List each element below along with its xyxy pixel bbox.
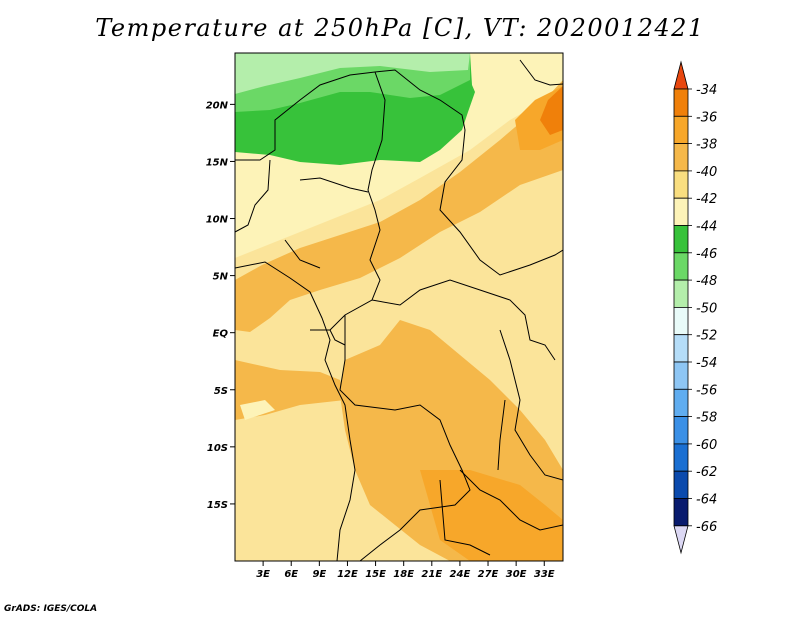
colorbar: -34 -36 -38 -40 -42 -44 -46 -48 -50 -52 -54 -56 -58 -… (673, 60, 717, 555)
field-dark-orange-ne (540, 86, 563, 135)
colorbar-swatch (673, 252, 689, 281)
field-orange-south-deep (420, 470, 563, 561)
border-red-sea (519, 59, 563, 86)
lat-tick-label: EQ (213, 329, 229, 340)
country-borders (235, 59, 563, 561)
latitude-axis: 20N 15N 10N 5N EQ 5S 10S 15S (206, 100, 235, 511)
colorbar-label: -58 (696, 411, 717, 426)
colorbar-swatch (673, 143, 689, 172)
colorbar-label: -38 (696, 138, 717, 153)
colorbar-swatch (673, 170, 689, 199)
colorbar-label: -60 (696, 438, 717, 453)
lon-tick-label: 27E (478, 569, 499, 580)
colorbar-swatch (673, 361, 689, 390)
colorbar-bottom-arrow (673, 525, 689, 555)
colorbar-label: -56 (696, 383, 717, 398)
lat-tick-label: 20N (206, 100, 229, 111)
border-drc-angola (339, 315, 471, 561)
colorbar-swatch (673, 197, 689, 226)
lat-tick-label: 10N (206, 215, 229, 226)
colorbar-swatch (673, 470, 689, 499)
colorbar-label: -46 (696, 247, 717, 262)
colorbar-label: -40 (696, 165, 717, 180)
colorbar-swatch (673, 306, 689, 336)
colorbar-label: -36 (696, 110, 717, 125)
colorbar-label: -42 (696, 192, 717, 207)
border-car-drc (371, 279, 556, 361)
border-tanganyika (497, 399, 506, 471)
lon-tick-label: 30E (506, 569, 527, 580)
coastline-west (235, 261, 356, 561)
colorbar-swatch (673, 115, 689, 145)
border-west (235, 159, 271, 233)
chart-title: Temperature at 250hPa [C], VT: 202001242… (95, 14, 705, 42)
colorbar-swatch (673, 388, 689, 417)
colorbar-label: -52 (696, 329, 717, 344)
colorbar-label: -34 (696, 83, 717, 98)
field-orange-band-north (235, 80, 563, 332)
longitude-axis: 3E 6E 9E 12E 15E 18E 21E 24E 27E 30E 33E (256, 561, 555, 580)
grads-credit: GrADS: IGES/COLA (4, 604, 98, 614)
lon-tick-label: 12E (337, 569, 358, 580)
colorbar-swatch (673, 498, 689, 527)
colorbar-label: -50 (696, 301, 717, 316)
border-cameroon (284, 239, 321, 269)
temperature-field (235, 53, 563, 561)
colorbar-label: -66 (696, 520, 717, 535)
lat-tick-label: 15N (206, 157, 229, 168)
border-gabon (310, 329, 346, 346)
border-nigeria-north (299, 177, 369, 193)
colorbar-swatch (673, 334, 689, 363)
lon-tick-label: 21E (421, 569, 442, 580)
lon-tick-label: 24E (450, 569, 471, 580)
colorbar-label: -44 (696, 220, 717, 235)
colorbar-label: -62 (696, 465, 717, 480)
colorbar-swatch (673, 416, 689, 445)
colorbar-swatch (673, 88, 689, 117)
field-green-light (235, 53, 470, 94)
lat-tick-label: 15S (207, 500, 228, 511)
colorbar-swatch (673, 279, 689, 308)
border-central (329, 71, 386, 331)
lon-tick-label: 18E (393, 569, 414, 580)
border-zambia (459, 469, 563, 531)
colorbar-top-arrow (673, 60, 689, 90)
lon-tick-label: 9E (312, 569, 326, 580)
colorbar-label: -54 (696, 356, 717, 371)
map-frame (234, 52, 564, 562)
lat-tick-label: 5N (213, 272, 229, 283)
lat-tick-label: 5S (214, 386, 228, 397)
colorbar-label: -64 (696, 493, 717, 508)
lon-tick-label: 33E (534, 569, 555, 580)
lon-tick-label: 6E (284, 569, 298, 580)
lon-tick-label: 15E (365, 569, 386, 580)
colorbar-label: -48 (696, 274, 717, 289)
colorbar-swatch (673, 443, 689, 472)
border-sahel (235, 69, 563, 276)
field-pale-spot (240, 400, 275, 420)
border-angola-zambia (439, 479, 491, 556)
border-east-lakes (499, 329, 563, 481)
colorbar-swatch (673, 225, 689, 254)
lon-tick-label: 3E (256, 569, 270, 580)
lat-tick-label: 10S (207, 443, 228, 454)
